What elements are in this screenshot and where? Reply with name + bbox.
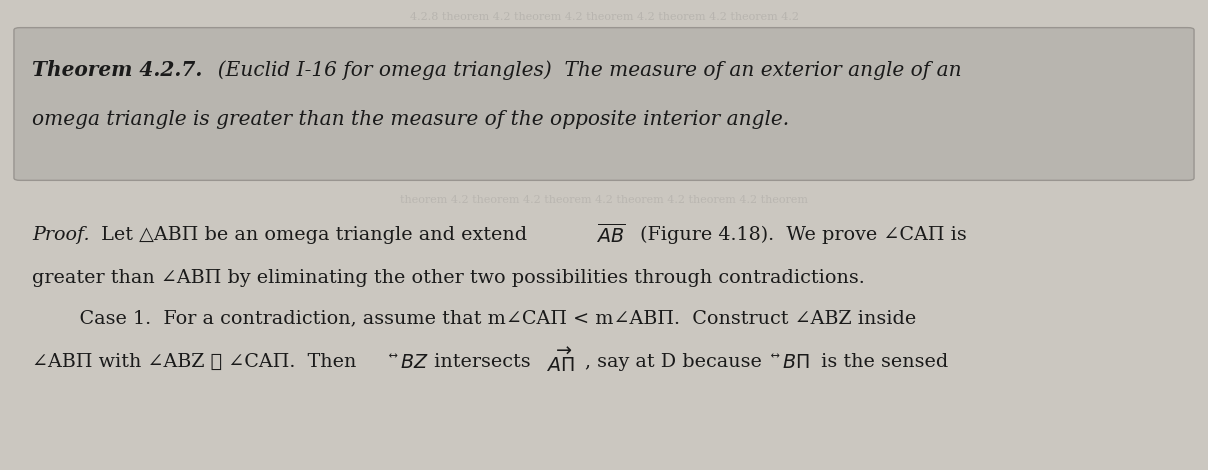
Text: , say at D because: , say at D because (585, 353, 768, 371)
Text: greater than ∠ABΠ by eliminating the other two possibilities through contradicti: greater than ∠ABΠ by eliminating the oth… (31, 269, 865, 287)
Text: is the sensed: is the sensed (815, 353, 948, 371)
Text: Let △ABΠ be an omega triangle and extend: Let △ABΠ be an omega triangle and extend (95, 226, 533, 244)
Text: $\overleftrightarrow{BZ}$: $\overleftrightarrow{BZ}$ (388, 352, 429, 371)
FancyBboxPatch shape (14, 28, 1194, 180)
Text: $\overrightarrow{A\Pi}$: $\overrightarrow{A\Pi}$ (546, 348, 575, 376)
Text: $\overline{AB}$: $\overline{AB}$ (596, 223, 626, 247)
Text: $\overleftrightarrow{B\Pi}$: $\overleftrightarrow{B\Pi}$ (769, 352, 811, 371)
Text: (Euclid I-16 for omega triangles)  The measure of an exterior angle of an: (Euclid I-16 for omega triangles) The me… (205, 60, 962, 80)
Text: theorem 4.2 theorem 4.2 theorem 4.2 theorem 4.2 theorem 4.2 theorem: theorem 4.2 theorem 4.2 theorem 4.2 theo… (400, 195, 808, 205)
Text: intersects: intersects (428, 353, 536, 371)
Text: Case 1.  For a contradiction, assume that m∠CAΠ < m∠ABΠ.  Construct ∠ABZ inside: Case 1. For a contradiction, assume that… (56, 309, 916, 327)
Text: Proof.: Proof. (31, 226, 89, 244)
Text: 4.2.8 theorem 4.2 theorem 4.2 theorem 4.2 theorem 4.2 theorem 4.2: 4.2.8 theorem 4.2 theorem 4.2 theorem 4.… (410, 12, 798, 22)
Text: ∠ABΠ with ∠ABZ ≅ ∠CAΠ.  Then: ∠ABΠ with ∠ABZ ≅ ∠CAΠ. Then (31, 353, 362, 371)
Text: omega triangle is greater than the measure of the opposite interior angle.: omega triangle is greater than the measu… (31, 110, 789, 130)
Text: Theorem 4.2.7.: Theorem 4.2.7. (31, 60, 203, 80)
Text: (Figure 4.18).  We prove ∠CAΠ is: (Figure 4.18). We prove ∠CAΠ is (634, 226, 966, 244)
